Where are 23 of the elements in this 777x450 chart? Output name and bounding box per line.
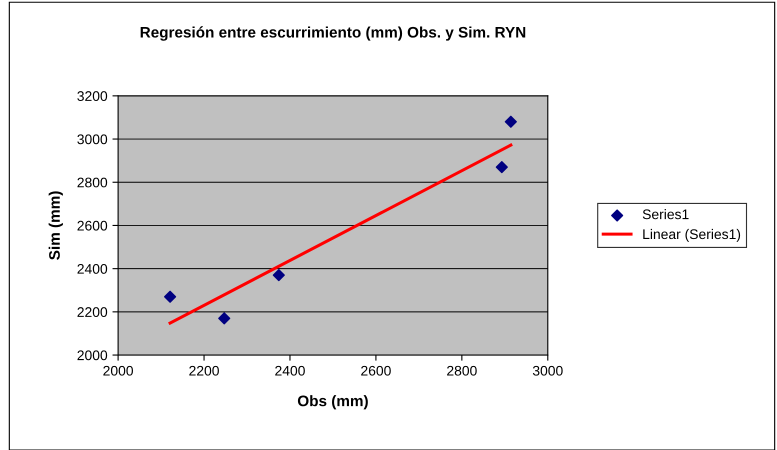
x-axis-title: Obs (mm) [298, 395, 368, 410]
x-tick-label: 2600 [361, 366, 391, 376]
y-tick-label: 2800 [77, 178, 108, 188]
point [218, 312, 230, 324]
y-tick-label: 2400 [77, 264, 108, 274]
y-tick-label: 3200 [77, 91, 108, 102]
x-tick-label: 2000 [103, 366, 134, 376]
x-tick-label: 2400 [275, 366, 305, 376]
x-tick-label: 3000 [532, 366, 563, 376]
x-tick-label: 2200 [189, 366, 219, 376]
y-tick-label: 2200 [77, 307, 108, 318]
point [272, 269, 285, 282]
x-tick-label: 2800 [447, 366, 477, 376]
point [496, 161, 508, 174]
point [164, 290, 176, 303]
y-tick-label: 3000 [77, 134, 108, 144]
chart-title: Regresión entre escurrimiento (mm) Obs. y Sim. RYN [140, 26, 526, 41]
legend-label: Linear (Series1) [643, 228, 740, 242]
legend-label: Series1 [642, 209, 689, 220]
point [504, 116, 517, 128]
y-tick-label: 2000 [77, 350, 108, 360]
y-axis-title: Sim (mm) [48, 191, 63, 260]
y-tick-label: 2600 [77, 220, 108, 231]
